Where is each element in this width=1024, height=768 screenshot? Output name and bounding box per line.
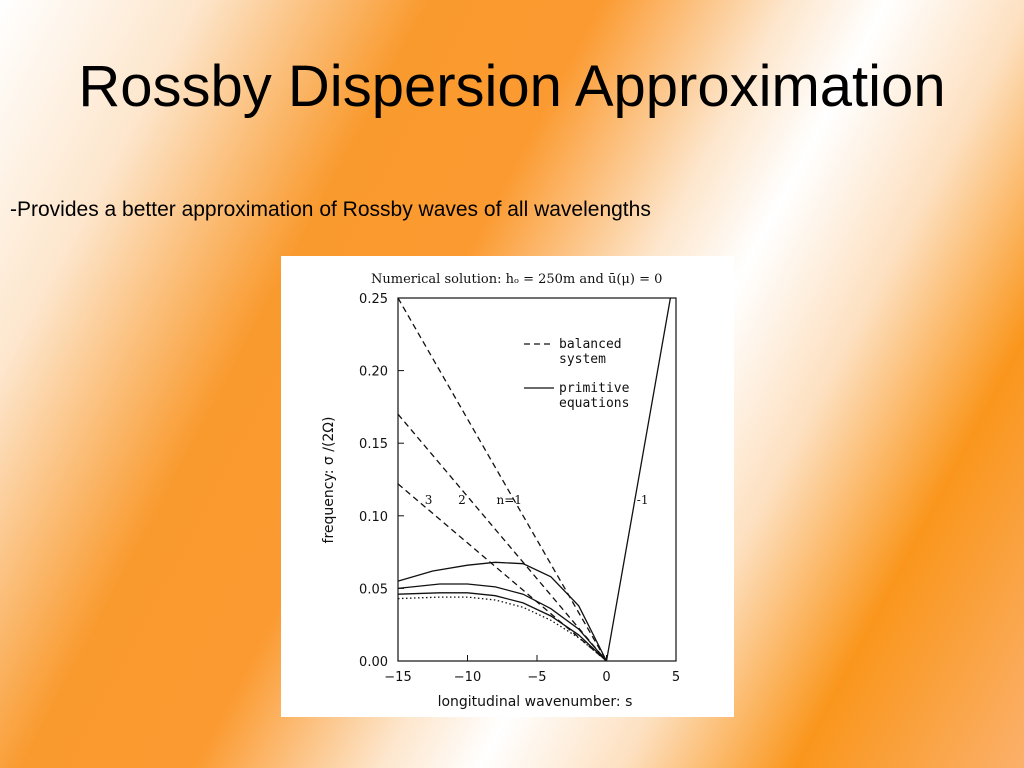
x-tick-label: 5	[672, 670, 680, 685]
chart-title: Numerical solution: hₒ = 250m and ū(μ) =…	[371, 272, 662, 287]
figure-panel: Numerical solution: hₒ = 250m and ū(μ) =…	[281, 256, 734, 717]
y-tick-label: 0.10	[359, 510, 388, 525]
y-axis-label: frequency: σ /(2Ω)	[321, 417, 337, 544]
y-tick-label: 0.00	[359, 655, 388, 670]
y-tick-label: 0.25	[359, 292, 388, 307]
bullet-text: -Provides a better approximation of Ross…	[10, 198, 651, 221]
series-solid-n3	[397, 592, 607, 662]
y-tick-label: 0.15	[359, 437, 388, 452]
x-tick-label: 0	[602, 670, 610, 685]
plot-frame	[397, 297, 677, 662]
curve-annotation: 2	[458, 493, 466, 507]
series-solid-n2	[397, 583, 607, 662]
x-tick-label: −15	[384, 670, 411, 685]
series-solid-n1	[397, 561, 608, 662]
series-dashed-n2	[397, 413, 607, 662]
curve-annotation: 3	[425, 493, 433, 507]
legend-label: system	[559, 352, 606, 367]
legend-label: primitive	[559, 381, 630, 396]
dispersion-chart: Numerical solution: hₒ = 250m and ū(μ) =…	[321, 272, 680, 710]
x-axis-label: longitudinal wavenumber: s	[438, 694, 633, 710]
series-solid-1	[605, 297, 672, 662]
x-tick-label: −5	[527, 670, 546, 685]
slide-title: Rossby Dispersion Approximation	[78, 54, 946, 119]
series-dashed-n3	[397, 483, 607, 662]
y-tick-label: 0.05	[359, 582, 388, 597]
legend-label: balanced	[559, 337, 622, 352]
x-tick-label: −10	[454, 670, 481, 685]
curve-annotation: -1	[637, 493, 649, 507]
curve-annotation: n=1	[496, 493, 521, 507]
series-dotted	[397, 596, 607, 662]
legend-label: equations	[559, 396, 629, 411]
y-tick-label: 0.20	[359, 365, 388, 380]
